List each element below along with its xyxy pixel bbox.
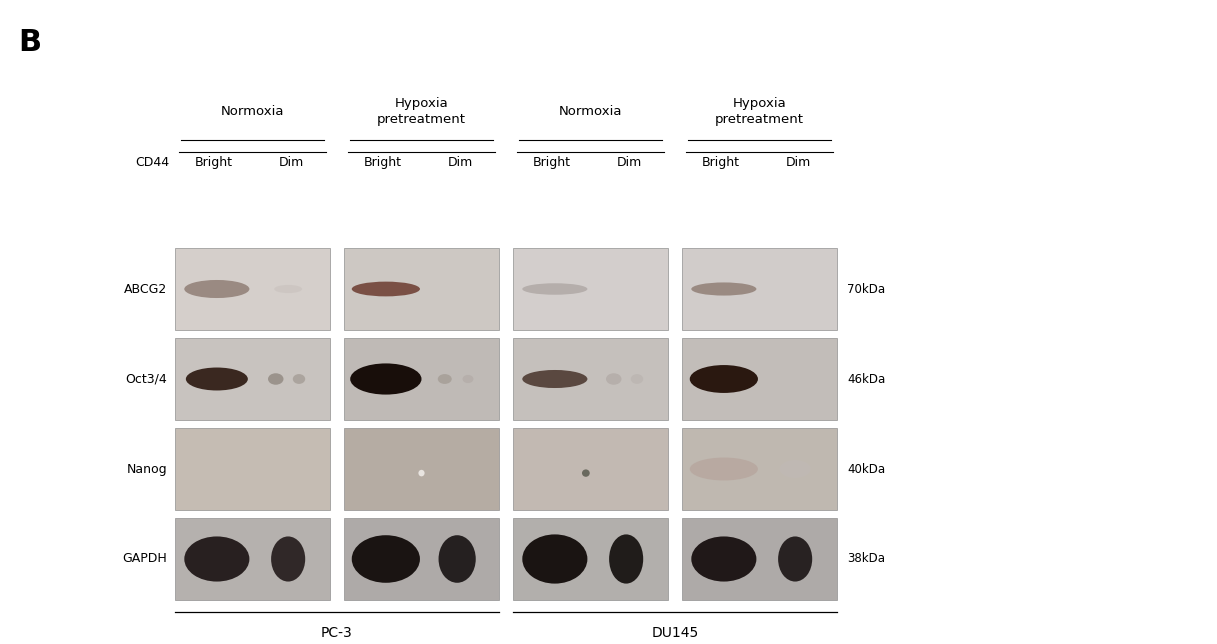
Text: Nanog: Nanog [127, 462, 167, 475]
Ellipse shape [778, 536, 812, 582]
Ellipse shape [352, 535, 420, 583]
Ellipse shape [268, 374, 284, 384]
Ellipse shape [352, 281, 420, 296]
Ellipse shape [184, 536, 249, 582]
Text: Normoxia: Normoxia [559, 105, 622, 118]
FancyBboxPatch shape [175, 518, 330, 600]
FancyBboxPatch shape [514, 428, 668, 510]
Ellipse shape [691, 283, 757, 296]
FancyBboxPatch shape [175, 248, 330, 330]
Text: Dim: Dim [279, 155, 304, 169]
Text: Hypoxia: Hypoxia [733, 97, 786, 110]
FancyBboxPatch shape [344, 338, 499, 420]
Ellipse shape [293, 374, 305, 384]
FancyBboxPatch shape [682, 338, 837, 420]
Ellipse shape [274, 285, 302, 293]
FancyBboxPatch shape [514, 248, 668, 330]
FancyBboxPatch shape [175, 338, 330, 420]
FancyBboxPatch shape [344, 518, 499, 600]
FancyBboxPatch shape [682, 248, 837, 330]
Text: PC-3: PC-3 [321, 626, 353, 640]
Text: 46kDa: 46kDa [847, 372, 885, 386]
Text: DU145: DU145 [651, 626, 699, 640]
Ellipse shape [608, 535, 644, 583]
Text: pretreatment: pretreatment [716, 113, 804, 126]
Ellipse shape [184, 280, 249, 298]
Ellipse shape [630, 374, 644, 384]
FancyBboxPatch shape [514, 518, 668, 600]
Text: pretreatment: pretreatment [377, 113, 466, 126]
Ellipse shape [350, 363, 421, 395]
Ellipse shape [780, 460, 811, 478]
Text: Oct3/4: Oct3/4 [125, 372, 167, 386]
Ellipse shape [186, 368, 248, 390]
Ellipse shape [690, 457, 758, 480]
Ellipse shape [438, 535, 476, 583]
Text: Bright: Bright [364, 155, 402, 169]
Ellipse shape [522, 370, 588, 388]
FancyBboxPatch shape [682, 518, 837, 600]
Text: B: B [18, 28, 41, 57]
Text: 38kDa: 38kDa [847, 553, 885, 565]
Ellipse shape [419, 470, 425, 477]
Text: Dim: Dim [448, 155, 473, 169]
Text: Hypoxia: Hypoxia [394, 97, 448, 110]
Text: 70kDa: 70kDa [847, 283, 885, 296]
Text: Bright: Bright [533, 155, 571, 169]
FancyBboxPatch shape [514, 338, 668, 420]
Ellipse shape [690, 365, 758, 393]
Ellipse shape [582, 469, 590, 477]
Ellipse shape [462, 375, 473, 383]
Ellipse shape [522, 535, 588, 583]
FancyBboxPatch shape [344, 248, 499, 330]
Text: ABCG2: ABCG2 [124, 283, 167, 296]
Text: Normoxia: Normoxia [220, 105, 285, 118]
FancyBboxPatch shape [175, 428, 330, 510]
Ellipse shape [438, 374, 452, 384]
Ellipse shape [522, 283, 588, 295]
Ellipse shape [271, 536, 305, 582]
Text: 40kDa: 40kDa [847, 462, 885, 475]
Text: Dim: Dim [617, 155, 641, 169]
FancyBboxPatch shape [344, 428, 499, 510]
Text: GAPDH: GAPDH [122, 553, 167, 565]
FancyBboxPatch shape [682, 428, 837, 510]
Text: CD44: CD44 [135, 155, 169, 169]
Ellipse shape [691, 536, 757, 582]
Text: Dim: Dim [786, 155, 811, 169]
Text: Bright: Bright [702, 155, 740, 169]
Text: Bright: Bright [195, 155, 232, 169]
Ellipse shape [606, 374, 622, 384]
